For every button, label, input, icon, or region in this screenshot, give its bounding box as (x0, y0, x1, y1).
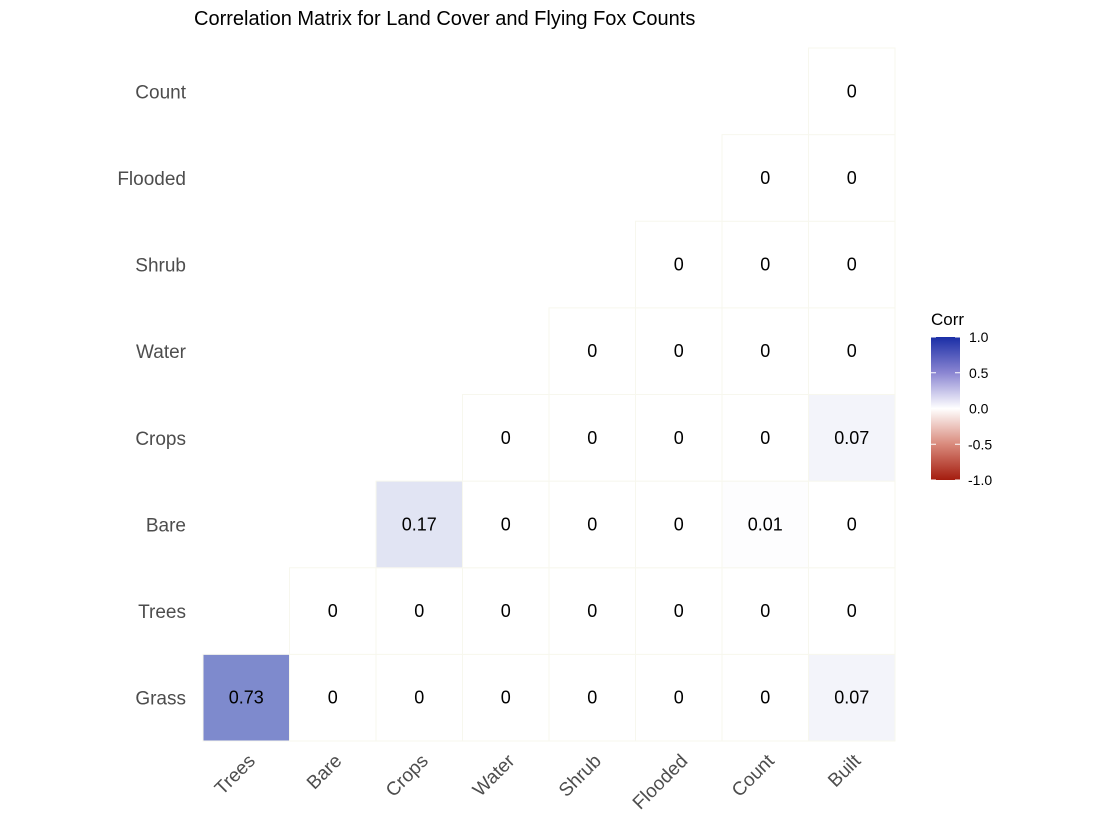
chart-title: Correlation Matrix for Land Cover and Fl… (194, 8, 695, 30)
heatmap-cell-grass-water (462, 653, 550, 742)
cell-value-label: 0 (847, 255, 857, 275)
x-tick-label-water: Water (469, 750, 520, 801)
cell-value-label: 0 (760, 168, 770, 188)
cell-value-label: 0 (674, 341, 684, 361)
heatmap-cell-crops-shrub (548, 394, 636, 482)
y-axis: Grass Trees Bare Crops Water Shrub Flooded Coun… (117, 82, 186, 709)
cell-value-label: 0 (847, 81, 857, 101)
cell-value-label: 0 (674, 428, 684, 448)
cell-value-label: 0 (414, 688, 424, 708)
legend-title: Corr (931, 310, 964, 329)
heatmap-cell-grass-count (721, 653, 809, 742)
cell-value-label: 0 (587, 514, 597, 534)
cell-value-label: 0 (501, 601, 511, 621)
y-tick-label-bare: Bare (146, 515, 186, 536)
cell-value-label: 0 (328, 688, 338, 708)
heatmap-cell-bare-crops (375, 480, 463, 569)
heatmap-cell-grass-bare (289, 653, 377, 742)
color-legend: Corr 1.0 0.5 0.0 -0.5 -1.0 (931, 310, 992, 488)
x-tick-label-bare: Bare (303, 751, 346, 794)
heatmap-cell-water-count (721, 307, 809, 395)
cell-value-label: 0 (501, 428, 511, 448)
x-tick-label-crops: Crops (382, 751, 433, 802)
heatmap-cell-grass-trees (202, 653, 290, 742)
cell-value-label: 0 (674, 255, 684, 275)
cell-value-label: 0.73 (229, 688, 264, 708)
x-tick-label-shrub: Shrub (555, 751, 606, 802)
heatmap-cell-trees-shrub (548, 567, 636, 655)
heatmap-cell-trees-flooded (635, 567, 723, 655)
heatmap-cell-trees-crops (375, 567, 463, 655)
x-tick-label-count: Count (728, 750, 779, 801)
cell-value-label: 0 (847, 168, 857, 188)
legend-tick-label: 0.0 (969, 401, 989, 417)
heatmap-cell-trees-bare (289, 567, 377, 655)
cell-value-label: 0.17 (402, 514, 437, 534)
heatmap-cell-bare-shrub (548, 480, 636, 569)
cell-value-label: 0 (501, 514, 511, 534)
heatmap-cell-grass-shrub (548, 653, 636, 742)
cell-value-label: 0 (760, 688, 770, 708)
cell-value-label: 0 (587, 688, 597, 708)
heatmap-cell-water-built (808, 307, 896, 395)
cell-value-label: 0 (847, 601, 857, 621)
cell-value-label: 0.01 (748, 514, 783, 534)
y-tick-label-flooded: Flooded (117, 169, 186, 190)
heatmap-cell-bare-flooded (635, 480, 723, 569)
cell-value-label: 0 (587, 428, 597, 448)
heatmap-cell-crops-count (721, 394, 809, 482)
y-tick-label-count: Count (135, 82, 186, 103)
cell-value-label: 0 (674, 514, 684, 534)
x-tick-label-trees: Trees (211, 751, 260, 800)
cell-value-label: 0 (847, 341, 857, 361)
y-tick-label-trees: Trees (138, 602, 186, 623)
heatmap-cells (202, 47, 896, 742)
cell-value-label: 0 (328, 601, 338, 621)
cell-value-label: 0 (414, 601, 424, 621)
x-tick-label-built: Built (824, 750, 865, 791)
heatmap-cell-count-built (808, 47, 896, 136)
heatmap-cell-flooded-count (721, 134, 809, 222)
cell-value-label: 0 (760, 341, 770, 361)
heatmap-cell-grass-flooded (635, 653, 723, 742)
heatmap-cell-water-shrub (548, 307, 636, 395)
heatmap-cell-bare-built (808, 480, 896, 569)
heatmap-cell-shrub-built (808, 220, 896, 309)
heatmap-cell-crops-built (808, 394, 896, 482)
legend-tick-label: -1.0 (968, 472, 992, 488)
y-tick-label-crops: Crops (135, 429, 186, 450)
y-tick-label-grass: Grass (135, 689, 186, 710)
heatmap-cell-shrub-flooded (635, 220, 723, 309)
heatmap-cell-bare-water (462, 480, 550, 569)
cell-value-label: 0 (847, 514, 857, 534)
cell-value-label: 0 (587, 341, 597, 361)
heatmap-cell-grass-built (808, 653, 896, 742)
cell-value-labels: 0.73 0 0 0 0 0 0 0.07 0 0 0 0 0 0 0 0.17 0 0 0 0.01 0 0 0 0 0 0.0… (229, 81, 870, 707)
cell-value-label: 0 (674, 688, 684, 708)
legend-tick-label: -0.5 (968, 436, 992, 452)
heatmap-cell-crops-water (462, 394, 550, 482)
x-axis: Trees Bare Crops Water Shrub Flooded Count Buil… (211, 750, 866, 814)
cell-value-label: 0 (501, 688, 511, 708)
cell-value-label: 0 (760, 428, 770, 448)
cell-value-label: 0.07 (834, 688, 869, 708)
cell-value-label: 0.07 (834, 428, 869, 448)
cell-value-label: 0 (760, 601, 770, 621)
y-tick-label-water: Water (136, 342, 187, 363)
heatmap-cell-flooded-built (808, 134, 896, 222)
heatmap-cell-bare-count (721, 480, 809, 569)
x-tick-label-flooded: Flooded (629, 751, 692, 814)
heatmap-cell-trees-built (808, 567, 896, 655)
legend-tick-label: 1.0 (969, 329, 989, 345)
y-tick-label-shrub: Shrub (135, 256, 186, 277)
cell-value-label: 0 (760, 255, 770, 275)
legend-tick-label: 0.5 (969, 365, 989, 381)
heatmap-cell-water-flooded (635, 307, 723, 395)
cell-value-label: 0 (674, 601, 684, 621)
cell-value-label: 0 (587, 601, 597, 621)
legend-ticks: 1.0 0.5 0.0 -0.5 -1.0 (931, 329, 992, 488)
